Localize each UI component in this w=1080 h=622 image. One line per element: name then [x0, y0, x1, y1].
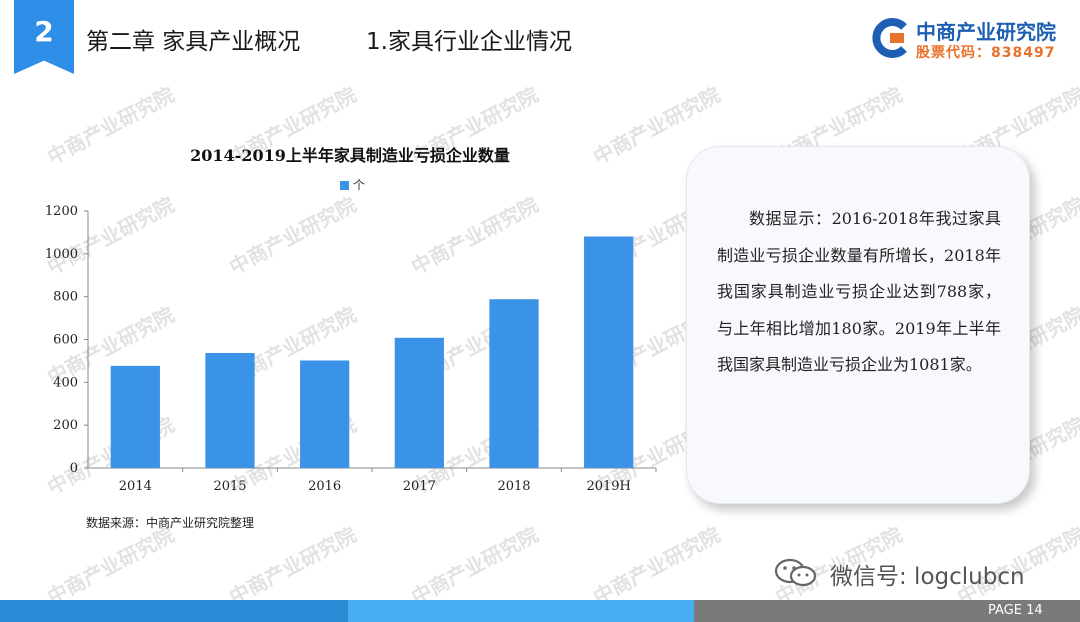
section-title: 1.家具行业企业情况 — [366, 29, 572, 55]
logo-c-icon — [872, 18, 907, 58]
bar-2017 — [394, 337, 444, 468]
wechat-text: 微信号: logclubcn — [830, 564, 1025, 590]
bar-2015 — [205, 352, 255, 468]
watermark-text: 中商产业研究院 — [589, 522, 725, 610]
analysis-textbox: 数据显示：2016-2018年我过家具制造业亏损企业数量有所增长，2018年我国… — [686, 146, 1030, 504]
logo-stock-code: 股票代码：838497 — [916, 45, 1056, 61]
x-tick-label: 2014 — [119, 479, 152, 494]
y-tick-label: 600 — [53, 333, 78, 348]
y-tick-label: 1200 — [45, 204, 78, 219]
y-tick-label: 200 — [53, 418, 78, 433]
bar-2014 — [110, 365, 160, 468]
x-tick-label: 2017 — [403, 479, 436, 494]
logo-name: 中商产业研究院 — [916, 20, 1056, 44]
x-tick-label: 2019H — [586, 479, 630, 494]
source-note: 数据来源：中商产业研究院整理 — [86, 516, 255, 530]
wechat-icon — [774, 558, 817, 587]
footer-bar-dark — [0, 600, 348, 622]
footer-bar-light — [348, 600, 694, 622]
x-tick-label: 2018 — [497, 479, 530, 494]
bar-2018 — [489, 299, 539, 468]
x-tick-label: 2015 — [213, 479, 246, 494]
company-logo: 中商产业研究院 股票代码：838497 — [872, 14, 1072, 64]
chapter-title: 第二章 家具产业概况 — [86, 29, 301, 55]
watermark-text: 中商产业研究院 — [407, 522, 543, 610]
footer-bar-gray — [694, 600, 1080, 622]
chart-title: 2014-2019上半年家具制造业亏损企业数量 — [190, 146, 510, 165]
y-tick-label: 800 — [53, 290, 78, 305]
y-tick-label: 1000 — [45, 247, 78, 262]
chart-legend: 个 — [340, 176, 365, 193]
bar-2016 — [300, 360, 350, 468]
y-tick-label: 400 — [53, 375, 78, 390]
bar-2019H — [584, 236, 634, 468]
bar-chart: 0 200 400 600 800 1000 1200 2014 2015 2016 2017 201… — [45, 204, 657, 494]
page-number: PAGE 14 — [988, 603, 1043, 618]
analysis-text: 数据显示：2016-2018年我过家具制造业亏损企业数量有所增长，2018年我国… — [717, 209, 1001, 374]
legend-label: 个 — [353, 178, 366, 192]
watermark-text: 中商产业研究院 — [225, 522, 361, 610]
y-tick-label: 0 — [70, 461, 78, 476]
watermark-text: 中商产业研究院 — [43, 522, 179, 610]
x-tick-label: 2016 — [308, 479, 341, 494]
legend-swatch — [340, 181, 349, 190]
